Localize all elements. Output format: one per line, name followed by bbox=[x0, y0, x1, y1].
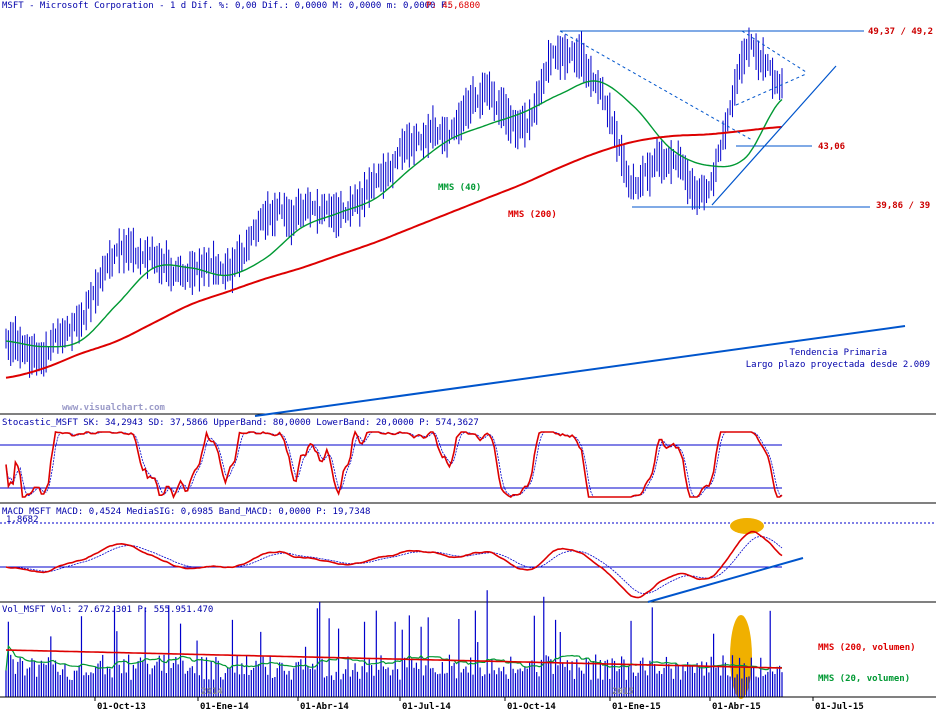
level-top-label: 49,37 / 49,2 bbox=[868, 27, 933, 37]
primary-trend-line bbox=[254, 325, 906, 417]
x-ticks: 01-Oct-13 01-Ene-14 01-Abr-14 01-Jul-14 01-O… bbox=[94, 687, 864, 712]
volume-bars bbox=[5, 590, 783, 697]
price-panel: MMS (40) MMS (200) 49,37 / 49,2 43,06 39… bbox=[5, 27, 933, 417]
stochastic-sk-line bbox=[5, 429, 783, 500]
mms40-label: MMS (40) bbox=[438, 183, 481, 193]
volume-ma20-label: MMS (20, volumen) bbox=[818, 674, 910, 684]
year-label: 2014 bbox=[201, 687, 223, 697]
macd-header: MACD_MSFT MACD: 0,4524 MediaSIG: 0,6985 … bbox=[2, 507, 370, 517]
macd-highlight bbox=[730, 518, 764, 534]
stochastic-panel: Stocastic_MSFT SK: 34,2943 SD: 37,5866 U… bbox=[0, 418, 783, 500]
stochastic-sd-line bbox=[5, 431, 783, 498]
price-bars bbox=[5, 27, 783, 378]
x-axis-tick-label: 01-Ene-15 bbox=[612, 702, 661, 712]
mms200-label: MMS (200) bbox=[508, 210, 557, 220]
macd-panel: MACD_MSFT MACD: 0,4524 MediaSIG: 0,6985 … bbox=[0, 507, 936, 603]
volume-ma200-label: MMS (200, volumen) bbox=[818, 643, 916, 653]
x-axis-tick-label: 01-Jul-15 bbox=[815, 702, 864, 712]
last-price: P: 45,6800 bbox=[426, 1, 480, 11]
macd-line bbox=[5, 530, 783, 599]
mms200-line bbox=[5, 126, 783, 379]
x-axis-tick-label: 01-Abr-15 bbox=[712, 702, 761, 712]
chart-title: MSFT - Microsoft Corporation - 1 d Dif. … bbox=[2, 1, 452, 11]
x-axis-tick-label: 01-Oct-13 bbox=[97, 702, 146, 712]
triangle-upper bbox=[741, 30, 807, 73]
stochastic-header: Stocastic_MSFT SK: 34,2943 SD: 37,5866 U… bbox=[2, 418, 479, 428]
x-axis: 01-Oct-13 01-Ene-14 01-Abr-14 01-Jul-14 01-O… bbox=[0, 687, 936, 712]
x-axis-tick-label: 01-Ene-14 bbox=[200, 702, 249, 712]
volume-header: Vol_MSFT Vol: 27.672.301 P: 555.951.470 bbox=[2, 605, 213, 615]
macd-trend-line bbox=[647, 557, 804, 603]
volume-panel: Vol_MSFT Vol: 27.672.301 P: 555.951.470 … bbox=[2, 590, 916, 699]
x-axis-tick-label: 01-Oct-14 bbox=[507, 702, 556, 712]
level-mid-label: 43,06 bbox=[818, 142, 845, 152]
volume-ma200-line bbox=[5, 649, 783, 669]
mms40-line bbox=[5, 80, 783, 348]
macd-level-label: 1,8682 bbox=[6, 515, 39, 525]
x-axis-tick-label: 01-Jul-14 bbox=[402, 702, 451, 712]
year-label: 2015 bbox=[612, 687, 634, 697]
uptrend-line bbox=[711, 65, 837, 206]
macd-signal-line bbox=[5, 536, 783, 595]
x-axis-tick-label: 01-Abr-14 bbox=[300, 702, 349, 712]
annotation-line-2: Largo plazo proyectada desde 2.009 bbox=[746, 360, 930, 370]
triangle-lower bbox=[735, 73, 807, 106]
watermark: www.visualchart.com bbox=[62, 402, 166, 413]
annotation-line-1: Tendencia Primaria bbox=[789, 348, 887, 358]
downtrend-line bbox=[559, 30, 753, 141]
volume-ma20-line bbox=[5, 644, 783, 671]
level-low-label: 39,86 / 39 bbox=[876, 201, 930, 211]
